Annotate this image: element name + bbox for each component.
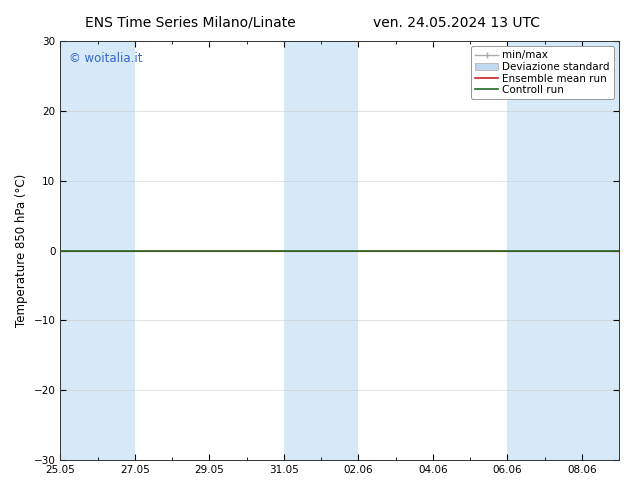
Bar xyxy=(60,41,135,460)
Bar xyxy=(507,41,619,460)
Text: © woitalia.it: © woitalia.it xyxy=(68,51,142,65)
Bar xyxy=(284,41,358,460)
Legend: min/max, Deviazione standard, Ensemble mean run, Controll run: min/max, Deviazione standard, Ensemble m… xyxy=(471,46,614,99)
Text: ven. 24.05.2024 13 UTC: ven. 24.05.2024 13 UTC xyxy=(373,16,540,30)
Text: ENS Time Series Milano/Linate: ENS Time Series Milano/Linate xyxy=(85,16,295,30)
Y-axis label: Temperature 850 hPa (°C): Temperature 850 hPa (°C) xyxy=(15,174,28,327)
